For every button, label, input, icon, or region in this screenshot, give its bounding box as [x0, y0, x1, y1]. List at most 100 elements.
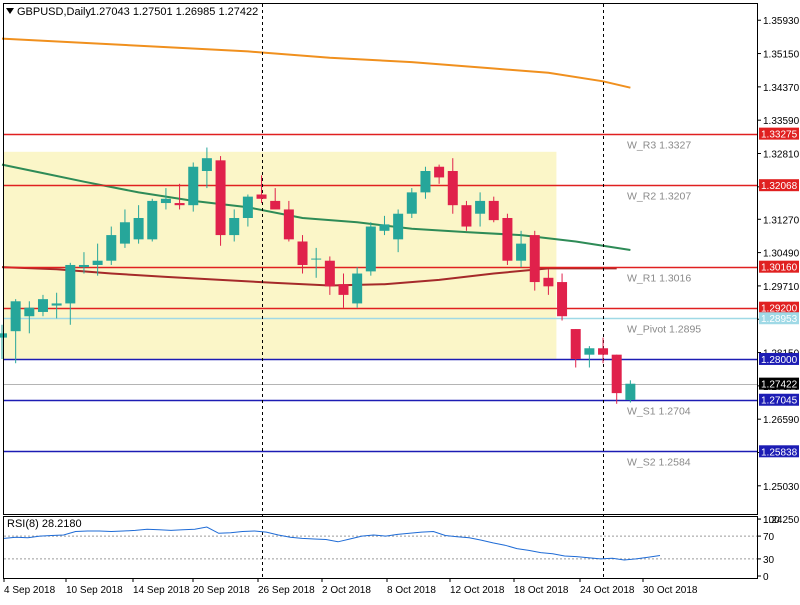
price-tick-label-1: 1.35150	[763, 50, 800, 61]
candle-body-16	[215, 160, 226, 236]
time-tick-label-5: 2 Oct 2018	[322, 585, 371, 596]
price-tick-label-6: 1.31270	[763, 215, 800, 226]
candle-body-22	[297, 241, 308, 265]
candle-body-17	[229, 217, 240, 236]
candle-body-3	[37, 299, 48, 312]
price-tick-label-8: 1.29710	[763, 282, 800, 293]
current-price-tag	[759, 377, 799, 390]
candle-body-11	[147, 200, 158, 240]
price-tick-label-0: 1.35930	[763, 16, 800, 27]
price-tick-label-4: 1.32810	[763, 149, 800, 160]
candle-body-2	[24, 307, 35, 317]
candle-body-14	[188, 166, 199, 206]
support-s1-price-tag-label: 1.27045	[761, 396, 798, 407]
candle-body-27	[365, 226, 376, 272]
candle-body-4	[51, 303, 62, 306]
main-plot-frame	[3, 3, 758, 515]
current-price-tag-label: 1.27422	[761, 380, 798, 391]
price-tick-label-7: 1.30490	[763, 249, 800, 260]
resistance-r1-price-tag-label: 1.30160	[761, 263, 798, 274]
rsi-tick-label-3: 0	[763, 572, 769, 583]
candle-body-46	[625, 383, 636, 400]
rsi-axis: 100 70 30 0	[757, 515, 780, 583]
candle-body-6	[78, 264, 89, 268]
candle-body-1	[10, 301, 21, 332]
candle-body-30	[406, 192, 417, 214]
candle-body-21	[283, 209, 294, 240]
pivot-price-tag	[759, 312, 799, 325]
time-tick-label-8: 18 Oct 2018	[514, 585, 569, 596]
pivot-zone-highlight	[4, 151, 557, 359]
time-tick-label-2: 14 Sep 2018	[133, 585, 190, 596]
candle-body-44	[598, 348, 609, 355]
rsi-label: RSI(8) 28.2180	[7, 518, 82, 530]
candle-body-5	[65, 264, 76, 304]
level-lines: W_R3 1.3327 W_R2 1.3207 W_R1 1.3016 W_Pivot…	[4, 133, 757, 469]
candles	[0, 147, 636, 404]
price-tick-label-15: 1.24250	[763, 515, 800, 526]
resistance-r2-price-tag-label: 1.32068	[761, 181, 798, 192]
time-tick-label-0: 4 Sep 2018	[4, 585, 56, 596]
support-round-price-tag	[759, 352, 799, 365]
time-tick-label-4: 26 Sep 2018	[258, 585, 315, 596]
candle-body-7	[92, 260, 103, 265]
rsi-tick-label-0: 100	[763, 515, 780, 526]
resistance-r1-label: W_R1 1.3016	[627, 273, 691, 285]
candle-body-36	[488, 200, 499, 221]
candle-body-19	[256, 194, 267, 199]
collapse-triangle-icon[interactable]	[6, 8, 14, 14]
rsi-indicator	[3, 526, 757, 561]
candle-body-28	[379, 224, 390, 231]
support-s2-price-tag-label: 1.25838	[761, 447, 798, 458]
ma_slow-line	[1, 37, 631, 89]
time-tick-label-1: 10 Sep 2018	[66, 585, 123, 596]
candle-body-41	[557, 282, 568, 317]
candle-body-8	[106, 235, 117, 261]
resistance-r3-price-tag	[759, 127, 799, 140]
candle-body-23	[311, 258, 322, 260]
support-s1-label: W_S1 1.2704	[627, 406, 691, 418]
candle-body-18	[242, 196, 253, 218]
support-s2-price-tag	[759, 445, 799, 458]
time-tick-label-9: 24 Oct 2018	[580, 585, 635, 596]
pivot-label: W_Pivot 1.2895	[627, 324, 701, 336]
rsi-plot-frame	[3, 516, 758, 579]
candle-body-37	[502, 217, 513, 261]
candle-body-35	[475, 200, 486, 214]
candle-body-33	[447, 171, 458, 206]
candle-body-34	[461, 205, 472, 227]
candle-body-9	[119, 222, 130, 244]
candle-body-39	[529, 235, 540, 283]
time-tick-label-7: 12 Oct 2018	[450, 585, 505, 596]
time-tick-label-3: 20 Sep 2018	[193, 585, 250, 596]
candle-body-31	[420, 171, 431, 193]
resistance-extra-price-tag	[759, 301, 799, 314]
candle-body-12	[160, 198, 171, 204]
candle-body-42	[570, 329, 581, 359]
candle-body-40	[543, 277, 554, 287]
resistance-r3-label: W_R3 1.3327	[627, 140, 691, 152]
candle-body-43	[584, 348, 595, 355]
candle-body-13	[174, 203, 185, 206]
pivot-price-tag-label: 1.28953	[761, 314, 798, 325]
resistance-r3-price-tag-label: 1.33275	[761, 130, 798, 141]
candle-body-45	[611, 354, 622, 394]
rsi-line	[3, 526, 661, 561]
price-tick-label-3: 1.33590	[763, 116, 800, 127]
candle-body-15	[201, 158, 212, 172]
time-axis: 4 Sep 2018 10 Sep 2018 14 Sep 2018 20 Sep 2…	[3, 578, 698, 596]
candle-body-26	[352, 273, 363, 304]
ohlc-values: 1.27043 1.27501 1.26985 1.27422	[90, 6, 258, 18]
symbol-label: GBPUSD,Daily	[17, 6, 91, 18]
resistance-r1-price-tag	[759, 260, 799, 273]
resistance-r2-price-tag	[759, 179, 799, 192]
price-tick-label-2: 1.34370	[763, 83, 800, 94]
rsi-tick-label-2: 30	[763, 555, 775, 566]
support-s1-price-tag	[759, 393, 799, 406]
candle-body-29	[393, 213, 404, 240]
price-tick-label-12: 1.26590	[763, 415, 800, 426]
support-round-price-tag-label: 1.28000	[761, 355, 798, 366]
